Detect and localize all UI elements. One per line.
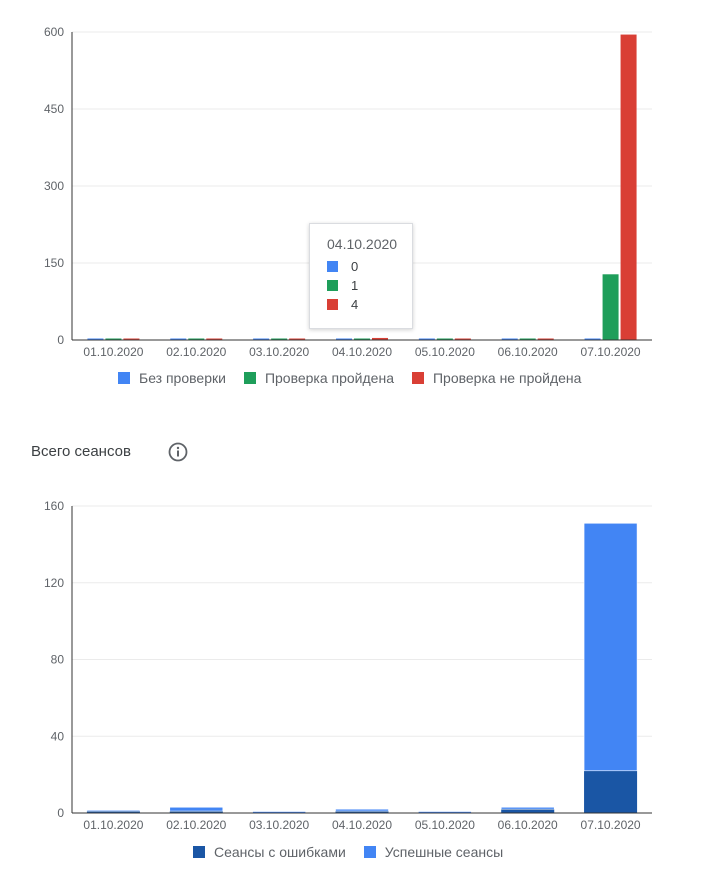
- bar-2: [537, 338, 554, 340]
- bar-0: [336, 338, 352, 340]
- legend-swatch-check-passed: [243, 372, 256, 384]
- tooltip-swatch-no-check: [327, 261, 338, 272]
- bar-1: [500, 806, 555, 810]
- legend-swatch-check-failed: [411, 372, 424, 384]
- bar-2: [454, 338, 471, 340]
- tooltip-swatch-check-passed: [327, 280, 338, 291]
- y-tick-label: 0: [57, 333, 64, 347]
- chart-tooltip: 04.10.2020 0 1 4: [309, 223, 413, 329]
- y-tick-label: 300: [44, 179, 64, 193]
- x-tick-label: 07.10.2020: [581, 345, 641, 359]
- bar-1: [169, 806, 224, 812]
- legend-swatch-no-check: [118, 372, 130, 384]
- tooltip-row-check-passed: 1: [327, 278, 358, 293]
- legend-label-no-check: Без проверки: [139, 370, 226, 386]
- x-tick-label: 04.10.2020: [332, 345, 392, 359]
- bar-1: [436, 338, 453, 340]
- y-tick-label: 150: [44, 256, 64, 270]
- bar-0: [86, 811, 140, 813]
- bar-0: [169, 811, 223, 813]
- bar-0: [170, 338, 187, 340]
- bar-0: [501, 338, 518, 340]
- x-tick-label: 02.10.2020: [166, 818, 226, 832]
- bar-0: [418, 338, 435, 340]
- x-tick-label: 03.10.2020: [249, 818, 309, 832]
- bar-0: [584, 338, 601, 340]
- bar-1: [354, 338, 370, 340]
- x-tick-label: 06.10.2020: [498, 345, 558, 359]
- bar-1: [602, 274, 619, 340]
- info-icon[interactable]: [168, 442, 188, 462]
- legend-label-check-passed: Проверка пройдена: [264, 370, 394, 386]
- bar-0: [335, 811, 389, 813]
- sessions-legend: Сеансы с ошибками Успешные сеансы: [193, 844, 521, 860]
- bar-1: [188, 338, 205, 340]
- x-tick-label: 04.10.2020: [332, 818, 392, 832]
- sessions-title: Всего сеансов: [31, 443, 131, 460]
- y-tick-label: 0: [57, 806, 64, 820]
- verification-legend: Без проверки Проверка пройдена Проверка …: [118, 370, 599, 386]
- bar-0: [501, 809, 555, 813]
- legend-label-check-failed: Проверка не пройдена: [432, 370, 582, 386]
- legend-item-check-passed[interactable]: Проверка пройдена: [243, 370, 394, 386]
- x-tick-label: 07.10.2020: [581, 818, 641, 832]
- y-tick-label: 450: [44, 102, 64, 116]
- legend-swatch-error-sessions: [193, 846, 205, 858]
- legend-item-error-sessions[interactable]: Сеансы с ошибками: [193, 844, 346, 860]
- x-tick-label: 06.10.2020: [498, 818, 558, 832]
- x-tick-label: 05.10.2020: [415, 345, 475, 359]
- tooltip-value-check-failed: 4: [351, 297, 359, 312]
- bar-1: [519, 338, 536, 340]
- legend-swatch-success-sessions: [363, 846, 376, 858]
- bar-1: [86, 809, 141, 812]
- tooltip-date: 04.10.2020: [327, 236, 398, 252]
- sessions-chart: 0 40 80 120 160 01.10.2020 02.10.2020 03.10.202…: [44, 499, 652, 832]
- bar-1: [583, 522, 638, 772]
- verification-chart: 0 150 300 450 600 01.10.2020 02.10.2020 03.10.2…: [44, 25, 652, 359]
- x-tick-label: 02.10.2020: [166, 345, 226, 359]
- legend-label-error-sessions: Сеансы с ошибками: [214, 844, 346, 860]
- y-tick-label: 600: [44, 25, 64, 39]
- y-tick-label: 80: [51, 653, 65, 667]
- legend-item-success-sessions[interactable]: Успешные сеансы: [363, 844, 504, 860]
- legend-item-check-failed[interactable]: Проверка не пройдена: [411, 370, 582, 386]
- tooltip-value-no-check: 0: [351, 259, 359, 274]
- bar-0: [253, 338, 270, 340]
- bar-1: [335, 808, 389, 812]
- tooltip-swatch-check-failed: [327, 299, 338, 310]
- tooltip-row-check-failed: 4: [327, 297, 358, 312]
- tooltip-row-no-check: 0: [327, 259, 358, 274]
- tooltip-value-check-passed: 1: [351, 278, 359, 293]
- bar-2: [123, 338, 140, 340]
- y-tick-label: 120: [44, 576, 64, 590]
- bar-2: [372, 337, 388, 340]
- x-tick-label: 01.10.2020: [83, 345, 143, 359]
- bar-2: [620, 34, 637, 341]
- x-tick-label: 03.10.2020: [249, 345, 309, 359]
- y-tick-label: 160: [44, 499, 64, 513]
- bar-2: [289, 338, 306, 340]
- bar-0: [87, 338, 104, 340]
- legend-label-success-sessions: Успешные сеансы: [384, 844, 504, 860]
- legend-item-no-check[interactable]: Без проверки: [118, 370, 226, 386]
- bar-1: [271, 338, 288, 340]
- bar-0: [584, 770, 638, 813]
- y-tick-label: 40: [51, 729, 65, 743]
- x-tick-label: 01.10.2020: [83, 818, 143, 832]
- bar-2: [206, 338, 223, 340]
- bar-1: [105, 338, 122, 340]
- x-tick-label: 05.10.2020: [415, 818, 475, 832]
